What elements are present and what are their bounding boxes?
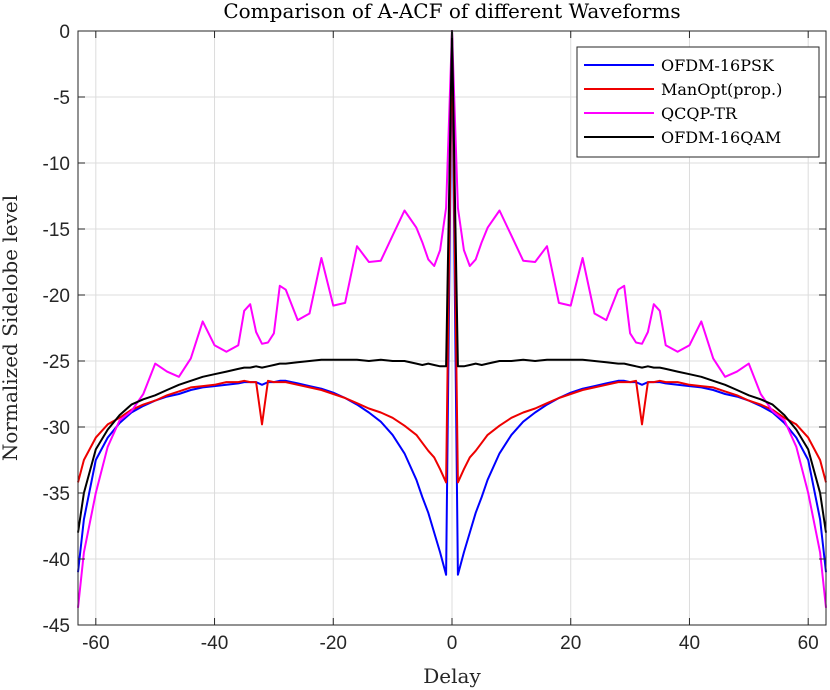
legend-label-ofdm-16qam: OFDM-16QAM — [661, 128, 781, 147]
y-tick-label: -25 — [43, 352, 70, 373]
y-tick-label: -10 — [43, 154, 70, 175]
x-tick-label: 60 — [798, 633, 819, 654]
chart-title: Comparison of A-ACF of different Wavefor… — [223, 0, 680, 23]
x-axis-label: Delay — [423, 664, 481, 688]
legend-label-manopt-prop: ManOpt(prop.) — [661, 80, 782, 99]
legend-label-ofdm-16psk: OFDM-16PSK — [661, 56, 775, 75]
y-tick-label: -15 — [43, 220, 70, 241]
y-tick-label: 0 — [59, 22, 70, 43]
legend-label-qcqp-tr: QCQP-TR — [661, 104, 738, 123]
y-tick-label: -40 — [43, 550, 70, 571]
y-tick-label: -45 — [43, 616, 70, 637]
y-axis-label: Normalized Sidelobe level — [0, 195, 22, 461]
x-tick-label: -60 — [82, 633, 109, 654]
axis-ticks: -60 -40 -20 0 20 40 60 0 -5 -10 -15 -20 -25 -30 -35 -40… — [43, 22, 826, 654]
x-tick-label: 0 — [447, 633, 458, 654]
x-tick-label: 40 — [679, 633, 700, 654]
y-tick-label: -35 — [43, 484, 70, 505]
x-tick-label: -40 — [201, 633, 228, 654]
y-tick-label: -5 — [53, 88, 70, 109]
legend: OFDM-16PSK ManOpt(prop.) QCQP-TR OFDM-16QAM — [576, 46, 820, 158]
x-tick-label: -20 — [320, 633, 347, 654]
x-tick-label: 20 — [560, 633, 581, 654]
y-tick-label: -20 — [43, 286, 70, 307]
y-tick-label: -30 — [43, 418, 70, 439]
